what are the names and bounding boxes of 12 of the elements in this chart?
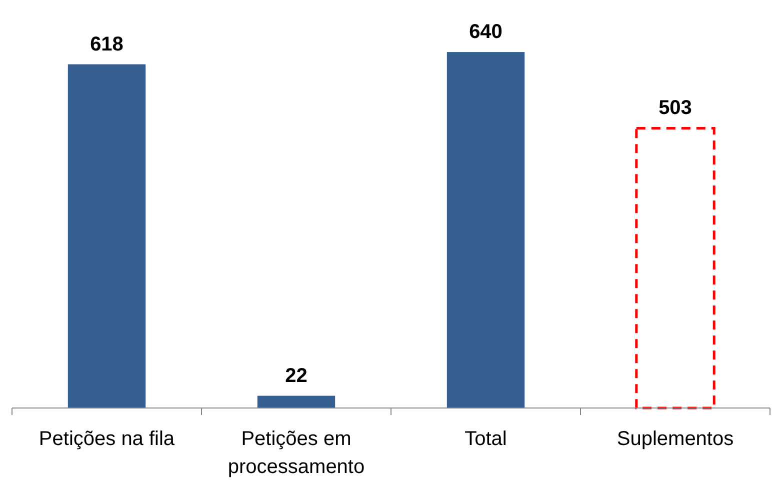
x-tick-label: Petições na fila <box>38 428 176 450</box>
data-label: 640 <box>469 21 502 44</box>
data-label: 618 <box>90 33 124 56</box>
x-tick-label: Suplementos <box>616 428 734 450</box>
bar <box>635 126 716 410</box>
data-label: 503 <box>658 97 692 120</box>
bar <box>257 396 336 408</box>
bar <box>446 52 525 408</box>
x-tick-label: Petições em processamento <box>228 428 365 478</box>
data-label: 22 <box>285 364 308 387</box>
x-tick-label: Total <box>464 428 507 450</box>
bar <box>68 64 146 408</box>
